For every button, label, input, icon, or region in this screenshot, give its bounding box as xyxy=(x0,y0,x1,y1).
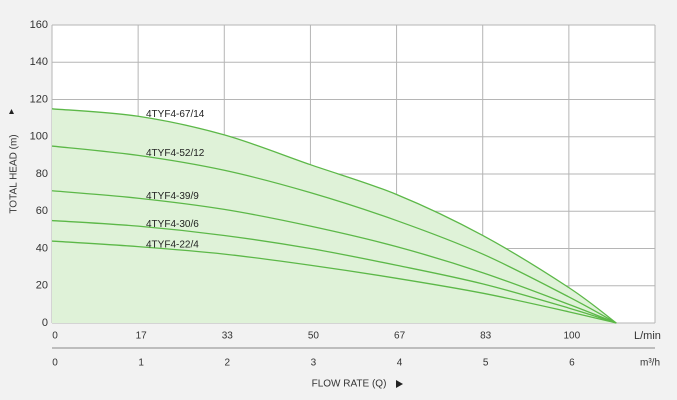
y-tick-label: 140 xyxy=(30,56,48,68)
x-arrow xyxy=(396,380,403,388)
x-unit: m³/h xyxy=(640,358,660,369)
pump-curve xyxy=(51,219,617,324)
y-tick-label: 100 xyxy=(30,131,48,143)
series-label: 4TYF4-22/4 xyxy=(146,239,199,250)
x2-unit: L/min xyxy=(634,330,661,342)
y-tick-label: 20 xyxy=(36,280,48,292)
series-label: 4TYF4-30/6 xyxy=(146,219,199,230)
series-label: 4TYF4-67/14 xyxy=(146,109,205,120)
x2-tick-label: 67 xyxy=(394,331,406,342)
x-tick-label: 6 xyxy=(569,358,575,369)
y-axis-label: TOTAL HEAD (m) xyxy=(9,134,20,213)
x2-tick-label: 50 xyxy=(308,331,320,342)
x2-tick-label: 0 xyxy=(52,331,58,342)
x2-tick-label: 17 xyxy=(136,331,148,342)
pump-curve xyxy=(51,190,617,324)
pump-curve xyxy=(51,145,617,324)
y-tick-label: 0 xyxy=(42,317,48,329)
series-label: 4TYF4-39/9 xyxy=(146,191,199,202)
pump-curve xyxy=(51,108,617,324)
area-fill xyxy=(52,108,617,323)
x2-tick-label: 100 xyxy=(563,331,580,342)
y-tick-label: 80 xyxy=(36,168,48,180)
y-tick-label: 60 xyxy=(36,205,48,217)
y-tick-label: 120 xyxy=(30,93,48,105)
x2-tick-label: 83 xyxy=(480,331,492,342)
x-tick-label: 2 xyxy=(225,358,231,369)
series-label: 4TYF4-52/12 xyxy=(146,148,205,159)
y-tick-label: 40 xyxy=(36,242,48,254)
x-tick-label: 0 xyxy=(52,358,58,369)
y-arrow xyxy=(9,109,14,114)
x-tick-label: 1 xyxy=(138,358,144,369)
y-tick-label: 160 xyxy=(30,19,48,31)
x2-tick-label: 33 xyxy=(222,331,234,342)
x-tick-label: 4 xyxy=(397,358,403,369)
x-tick-label: 3 xyxy=(311,358,317,369)
x-axis-label: FLOW RATE (Q) xyxy=(312,379,387,390)
x-tick-label: 5 xyxy=(483,358,489,369)
pump-curve xyxy=(51,240,617,324)
